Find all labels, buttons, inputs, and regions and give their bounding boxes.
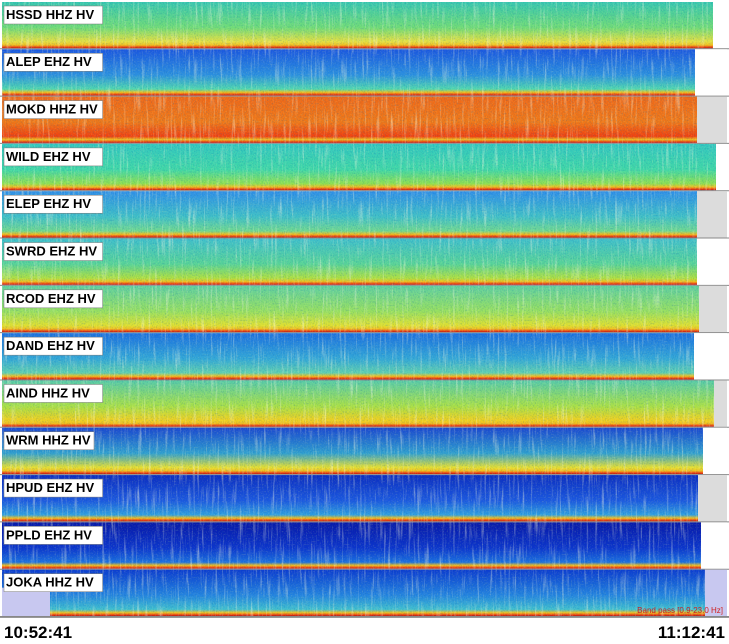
station-label: DAND EHZ HV [6,338,95,353]
station-label: SWRD EHZ HV [6,243,97,258]
spectrogram-speckle-light [2,191,697,238]
spectrogram-speckle-light [2,333,694,380]
station-label: MOKD HHZ HV [6,102,98,117]
station-label: ELEP EHZ HV [6,196,91,211]
spectrogram-speckle-light [2,285,699,333]
spectrogram-speckle-light [2,143,716,191]
spectrogram-panel: MOKD HHZ HV [0,96,729,144]
station-label-box [3,5,103,25]
station-label-box [3,289,103,309]
panel-trailing-area [716,143,727,191]
panel-trailing-area [694,333,727,380]
station-label: WILD EHZ HV [6,149,91,164]
spectrogram-panel: JOKA HHZ HV [0,569,729,617]
spectrogram-speckle-light [2,96,697,143]
panel-trailing-area [698,475,727,522]
station-label-box [3,478,103,498]
spectrogram-speckle-light [2,49,695,96]
station-label: HPUD EHZ HV [6,480,94,495]
panel-trailing-area [699,285,727,333]
panel-trailing-area [697,191,727,238]
panel-trailing-area [697,238,727,285]
station-label-box [3,336,103,356]
station-label-box [3,242,103,261]
start-time: 10:52:41 [4,623,72,642]
spectrogram-panel: WRM HHZ HV [0,427,729,476]
spectrogram-speckle-light [2,569,705,616]
spectrogram-panel: ALEP EHZ HV [0,49,729,97]
station-label-box [3,526,103,545]
station-label: ALEP EHZ HV [6,54,92,69]
spectrogram-speckle-light [2,427,703,475]
spectrogram-panel: HPUD EHZ HV [0,475,729,523]
panel-trailing-area [701,522,727,569]
spectrogram-panel: HSSD HHZ HV [0,2,729,50]
spectrogram-panel: ELEP EHZ HV [0,191,729,239]
end-time: 11:12:41 [658,623,725,642]
spectrogram-speckle-light [2,2,713,49]
spectrogram-panel: AIND HHZ HV [0,380,729,428]
spectrogram-speckle-light [2,522,701,569]
station-label: RCOD EHZ HV [6,291,96,306]
spectrogram-panel: SWRD EHZ HV [0,238,729,286]
spectrogram-speckle-light [2,238,697,285]
panel-trailing-area [703,427,727,475]
panel-trailing-area [705,569,727,616]
station-label: PPLD EHZ HV [6,527,92,542]
station-label-box [3,53,103,72]
station-label: HSSD HHZ HV [6,7,94,22]
station-label: AIND HHZ HV [6,385,90,400]
station-label-box [3,147,103,167]
panel-trailing-area [695,49,727,96]
no-data-area [2,587,50,616]
panel-trailing-area [713,2,727,49]
filter-note: Band pass [0.9-23.0 Hz] [637,606,723,615]
station-label-box [3,100,103,119]
station-label-box [3,384,103,403]
spectrogram-panel: PPLD EHZ HV [0,522,729,570]
spectrogram-panel: RCOD EHZ HV [0,285,729,334]
station-label-box [3,194,103,214]
station-label: WRM HHZ HV [6,433,91,448]
station-label: JOKA HHZ HV [6,575,94,590]
station-label-box [3,573,103,592]
spectrogram-panel: WILD EHZ HV [0,143,729,192]
spectrogram-speckle-light [2,475,698,522]
spectrogram-panel: DAND EHZ HV [0,333,729,381]
spectrogram-speckle-light [2,380,714,427]
panel-trailing-area [714,380,727,427]
station-label-box [3,431,95,451]
panel-trailing-area [697,96,727,143]
